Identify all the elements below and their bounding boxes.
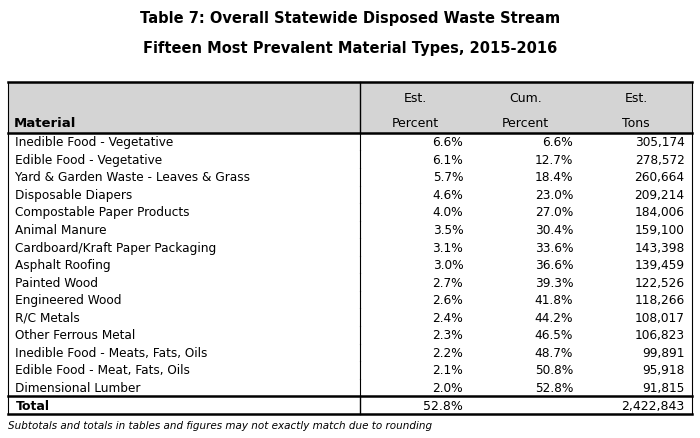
- Text: 106,823: 106,823: [634, 328, 685, 342]
- Text: Fifteen Most Prevalent Material Types, 2015-2016: Fifteen Most Prevalent Material Types, 2…: [143, 41, 557, 56]
- Text: Engineered Wood: Engineered Wood: [15, 293, 122, 307]
- Text: Cum.: Cum.: [509, 92, 542, 105]
- Text: 6.1%: 6.1%: [433, 153, 463, 166]
- Text: 3.1%: 3.1%: [433, 241, 463, 254]
- Text: Painted Wood: Painted Wood: [15, 276, 99, 289]
- Text: 36.6%: 36.6%: [535, 258, 573, 272]
- Text: 184,006: 184,006: [635, 206, 685, 219]
- Text: Edible Food - Meat, Fats, Oils: Edible Food - Meat, Fats, Oils: [15, 364, 190, 377]
- Text: 122,526: 122,526: [634, 276, 685, 289]
- Text: 99,891: 99,891: [642, 346, 685, 359]
- Text: 48.7%: 48.7%: [535, 346, 573, 359]
- Text: 46.5%: 46.5%: [535, 328, 573, 342]
- Text: 52.8%: 52.8%: [535, 381, 573, 394]
- Text: Material: Material: [14, 116, 76, 129]
- Text: Total: Total: [15, 399, 50, 412]
- Text: Table 7: Overall Statewide Disposed Waste Stream: Table 7: Overall Statewide Disposed Wast…: [140, 11, 560, 26]
- Text: 2.4%: 2.4%: [433, 311, 463, 324]
- Text: Cardboard/Kraft Paper Packaging: Cardboard/Kraft Paper Packaging: [15, 241, 217, 254]
- Text: 2.7%: 2.7%: [433, 276, 463, 289]
- Text: Est.: Est.: [404, 92, 427, 105]
- Text: 278,572: 278,572: [635, 153, 685, 166]
- Text: Animal Manure: Animal Manure: [15, 223, 107, 237]
- Text: Yard & Garden Waste - Leaves & Grass: Yard & Garden Waste - Leaves & Grass: [15, 171, 251, 184]
- Text: Percent: Percent: [502, 116, 549, 129]
- Text: Inedible Food - Meats, Fats, Oils: Inedible Food - Meats, Fats, Oils: [15, 346, 208, 359]
- Text: Edible Food - Vegetative: Edible Food - Vegetative: [15, 153, 162, 166]
- Text: Other Ferrous Metal: Other Ferrous Metal: [15, 328, 136, 342]
- Text: 27.0%: 27.0%: [535, 206, 573, 219]
- Text: 4.6%: 4.6%: [433, 188, 463, 201]
- Text: 18.4%: 18.4%: [535, 171, 573, 184]
- Text: 2.1%: 2.1%: [433, 364, 463, 377]
- Text: 139,459: 139,459: [634, 258, 685, 272]
- Text: Dimensional Lumber: Dimensional Lumber: [15, 381, 141, 394]
- Text: 50.8%: 50.8%: [535, 364, 573, 377]
- Text: 12.7%: 12.7%: [535, 153, 573, 166]
- Text: Compostable Paper Products: Compostable Paper Products: [15, 206, 190, 219]
- Text: R/C Metals: R/C Metals: [15, 311, 80, 324]
- Text: 3.5%: 3.5%: [433, 223, 463, 237]
- Text: 52.8%: 52.8%: [424, 399, 463, 412]
- Text: 6.6%: 6.6%: [542, 136, 573, 149]
- Text: 91,815: 91,815: [642, 381, 685, 394]
- Bar: [8, 83, 692, 134]
- Text: Asphalt Roofing: Asphalt Roofing: [15, 258, 111, 272]
- Text: 30.4%: 30.4%: [535, 223, 573, 237]
- Text: 209,214: 209,214: [634, 188, 685, 201]
- Text: 2,422,843: 2,422,843: [622, 399, 685, 412]
- Text: 108,017: 108,017: [635, 311, 685, 324]
- Text: 6.6%: 6.6%: [433, 136, 463, 149]
- Text: 143,398: 143,398: [634, 241, 685, 254]
- Text: 159,100: 159,100: [635, 223, 685, 237]
- Text: Percent: Percent: [392, 116, 439, 129]
- Text: Tons: Tons: [622, 116, 650, 129]
- Text: 2.0%: 2.0%: [433, 381, 463, 394]
- Text: 39.3%: 39.3%: [535, 276, 573, 289]
- Text: 4.0%: 4.0%: [433, 206, 463, 219]
- Text: 118,266: 118,266: [634, 293, 685, 307]
- Text: 5.7%: 5.7%: [433, 171, 463, 184]
- Text: 305,174: 305,174: [635, 136, 685, 149]
- Text: 33.6%: 33.6%: [535, 241, 573, 254]
- Text: Subtotals and totals in tables and figures may not exactly match due to rounding: Subtotals and totals in tables and figur…: [8, 420, 433, 431]
- Text: 2.2%: 2.2%: [433, 346, 463, 359]
- Text: Disposable Diapers: Disposable Diapers: [15, 188, 133, 201]
- Text: 41.8%: 41.8%: [535, 293, 573, 307]
- Text: 2.3%: 2.3%: [433, 328, 463, 342]
- Text: 260,664: 260,664: [634, 171, 685, 184]
- Text: 3.0%: 3.0%: [433, 258, 463, 272]
- Text: Inedible Food - Vegetative: Inedible Food - Vegetative: [15, 136, 174, 149]
- Text: 44.2%: 44.2%: [535, 311, 573, 324]
- Text: 23.0%: 23.0%: [535, 188, 573, 201]
- Text: Est.: Est.: [624, 92, 648, 105]
- Text: 95,918: 95,918: [642, 364, 685, 377]
- Text: 2.6%: 2.6%: [433, 293, 463, 307]
